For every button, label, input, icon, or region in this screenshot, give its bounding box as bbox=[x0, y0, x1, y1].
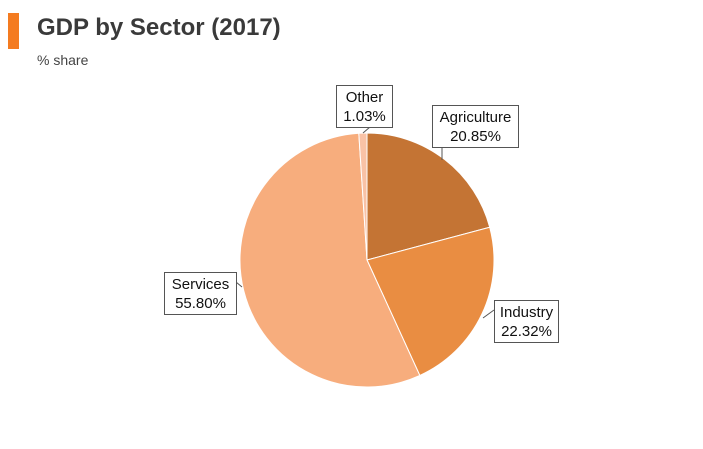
pie-labels: Agriculture 20.85% Industry 22.32% Services 5… bbox=[164, 85, 559, 343]
chart-title: GDP by Sector (2017) bbox=[37, 14, 281, 41]
leader-line-industry bbox=[482, 309, 495, 319]
data-label-agriculture: Agriculture 20.85% bbox=[432, 105, 519, 148]
title-accent-bar bbox=[8, 13, 19, 49]
data-label-box bbox=[432, 105, 519, 148]
pie-slice-services bbox=[239, 132, 421, 388]
pie-slice-other bbox=[358, 132, 368, 261]
data-label-services: Services 55.80% bbox=[164, 272, 237, 315]
pie-slices bbox=[239, 132, 495, 388]
data-label-other: Other 1.03% bbox=[336, 85, 393, 128]
slice-value-label: 20.85% bbox=[450, 128, 501, 145]
slice-value-label: 22.32% bbox=[501, 323, 552, 340]
data-label-box bbox=[336, 85, 393, 128]
pie-slice-agriculture bbox=[366, 132, 491, 261]
slice-name-label: Agriculture bbox=[440, 109, 512, 126]
slice-value-label: 55.80% bbox=[175, 295, 226, 312]
slice-name-label: Other bbox=[346, 89, 384, 106]
slice-name-label: Services bbox=[172, 276, 230, 293]
pie-slice-industry bbox=[366, 226, 495, 377]
slice-name-label: Industry bbox=[500, 304, 554, 321]
data-label-box bbox=[494, 300, 559, 343]
chart-subtitle: % share bbox=[37, 52, 89, 68]
data-label-box bbox=[164, 272, 237, 315]
slice-value-label: 1.03% bbox=[343, 108, 386, 125]
data-label-industry: Industry 22.32% bbox=[494, 300, 559, 343]
